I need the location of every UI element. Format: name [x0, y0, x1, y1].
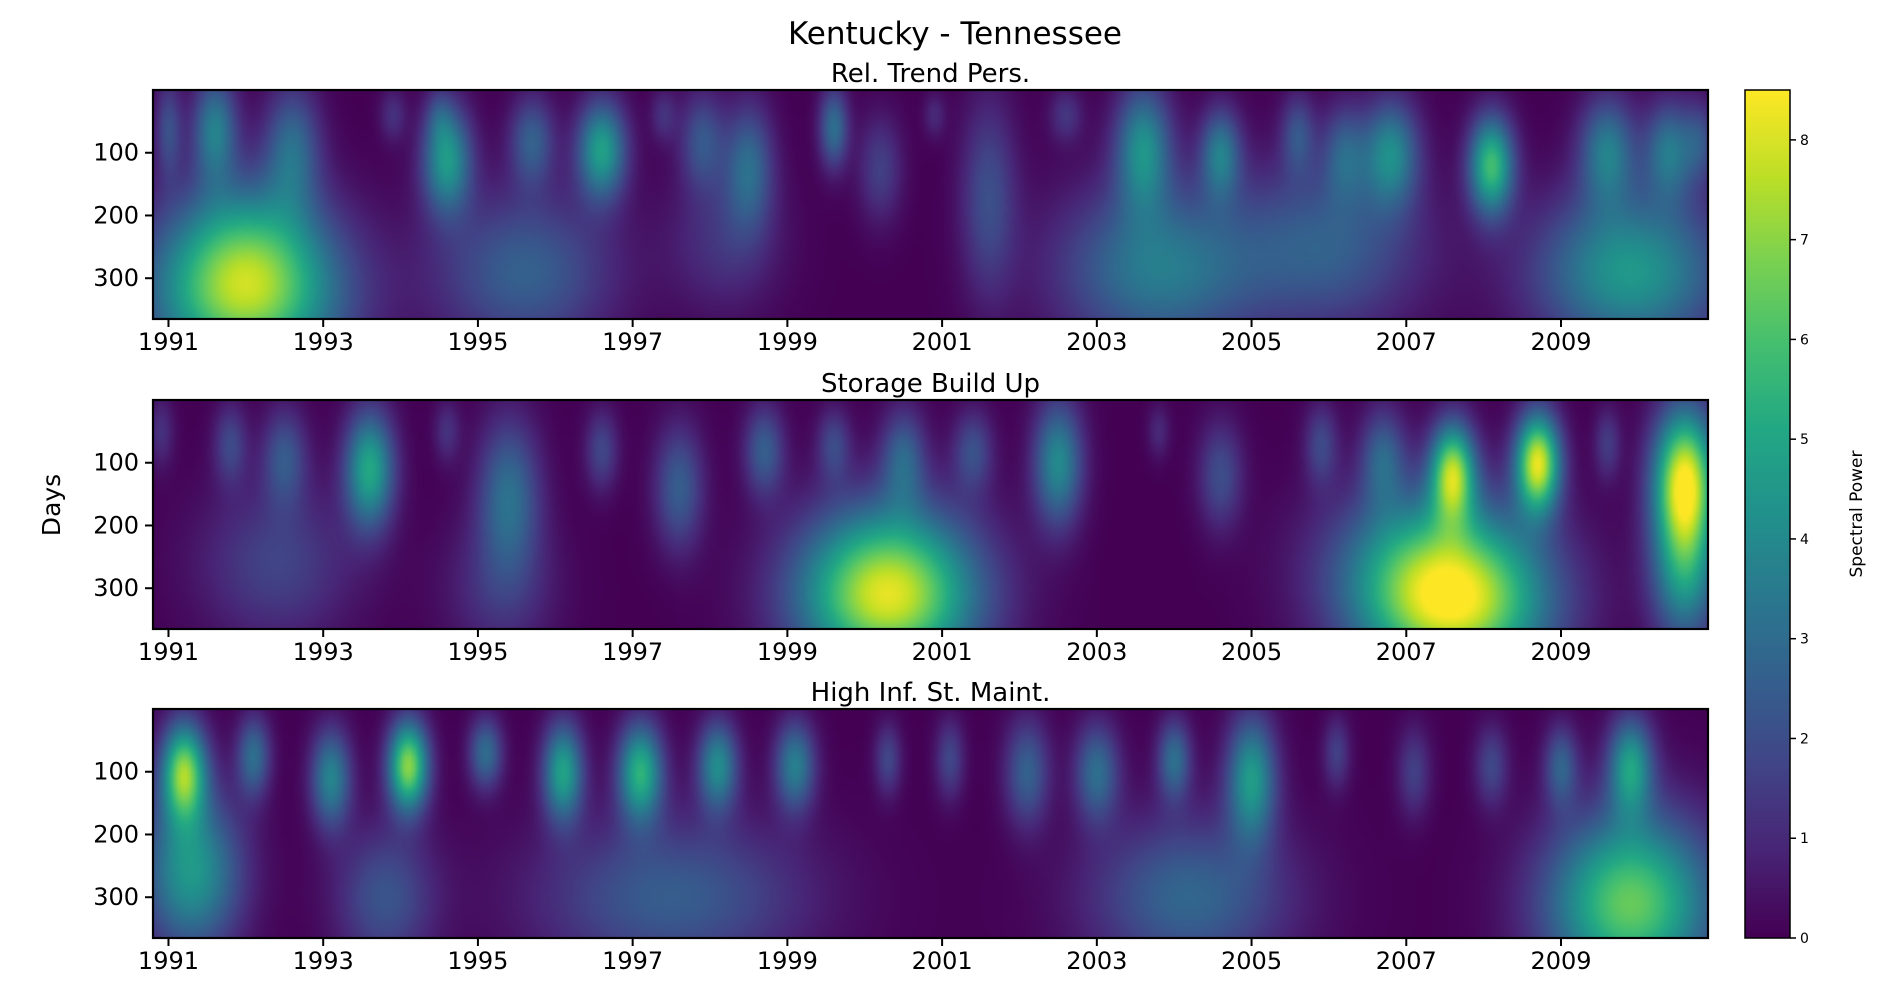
y-tick-label: 200: [93, 820, 139, 848]
y-tick-label: 200: [93, 201, 139, 229]
x-tick-label: 1991: [138, 947, 199, 975]
x-tick-label: 2003: [1066, 328, 1127, 356]
x-tick-label: 2007: [1376, 328, 1437, 356]
colorbar-tick-label: 8: [1800, 133, 1809, 149]
x-tick-label: 1997: [602, 947, 663, 975]
colorbar-tick-label: 2: [1800, 731, 1809, 747]
x-tick-label: 1999: [757, 328, 818, 356]
x-tick-label: 1993: [293, 638, 354, 666]
panel-frame: [151, 88, 1710, 321]
heatmap-image: [153, 709, 1708, 938]
x-tick-label: 2003: [1066, 638, 1127, 666]
colorbar-gradient: [1745, 90, 1790, 938]
heatmap-image: [153, 400, 1708, 629]
x-tick-label: 2001: [912, 947, 973, 975]
colorbar-label: Spectral Power: [1847, 451, 1867, 578]
x-tick-label: 2001: [912, 328, 973, 356]
colorbar-tick-label: 0: [1800, 931, 1809, 947]
x-tick-label: 1997: [602, 328, 663, 356]
panel-frame: [151, 707, 1710, 940]
y-tick-label: 100: [93, 139, 139, 167]
x-tick-label: 2005: [1221, 947, 1282, 975]
colorbar-tick-label: 4: [1800, 532, 1809, 548]
x-tick-label: 1995: [447, 947, 508, 975]
colorbar-tick-label: 7: [1800, 233, 1809, 249]
heatmap-panels: Rel. Trend Pers.1991 1993 1995 1997 1999 2001…: [93, 59, 1710, 975]
x-tick-label: 1993: [293, 947, 354, 975]
heatmap-panel: High Inf. St. Maint. 1991 1993 1995 1997 1999…: [93, 678, 1710, 975]
x-tick-label: 2003: [1066, 947, 1127, 975]
y-tick-label: 300: [93, 264, 139, 292]
x-tick-label: 1999: [757, 947, 818, 975]
panel-title: High Inf. St. Maint.: [811, 678, 1051, 708]
shared-y-axis-label: Days: [37, 474, 66, 536]
x-tick-label: 2007: [1376, 638, 1437, 666]
x-tick-label: 1993: [293, 328, 354, 356]
colorbar-tick-label: 1: [1800, 831, 1809, 847]
x-tick-label: 2009: [1530, 947, 1591, 975]
figure-title: Kentucky - Tennessee: [788, 16, 1122, 52]
heatmap-image: [153, 90, 1708, 319]
x-tick-label: 2007: [1376, 947, 1437, 975]
heatmap-panel: Rel. Trend Pers.1991 1993 1995 1997 1999 2001…: [93, 59, 1710, 356]
x-tick-label: 1997: [602, 638, 663, 666]
y-tick-label: 100: [93, 449, 139, 477]
y-tick-label: 100: [93, 758, 139, 786]
x-tick-label: 1991: [138, 638, 199, 666]
y-tick-label: 300: [93, 883, 139, 911]
colorbar-tick-label: 5: [1800, 432, 1809, 448]
x-tick-label: 2005: [1221, 328, 1282, 356]
x-tick-label: 2009: [1530, 328, 1591, 356]
x-tick-label: 2009: [1530, 638, 1591, 666]
panel-frame: [151, 398, 1710, 631]
panel-title: Storage Build Up: [821, 369, 1040, 399]
x-tick-label: 1991: [138, 328, 199, 356]
x-tick-label: 2005: [1221, 638, 1282, 666]
colorbar-tick-label: 3: [1800, 632, 1809, 648]
x-tick-label: 1995: [447, 328, 508, 356]
colorbar: 0 1 2 3 4 5 6 7 8 Spectral Power: [1744, 89, 1867, 947]
x-tick-label: 1999: [757, 638, 818, 666]
colorbar-tick-label: 6: [1800, 332, 1809, 348]
x-tick-label: 2001: [912, 638, 973, 666]
colorbar-frame: [1744, 89, 1791, 939]
panel-title: Rel. Trend Pers.: [831, 59, 1030, 89]
y-tick-label: 200: [93, 511, 139, 539]
y-tick-label: 300: [93, 574, 139, 602]
x-tick-label: 1995: [447, 638, 508, 666]
